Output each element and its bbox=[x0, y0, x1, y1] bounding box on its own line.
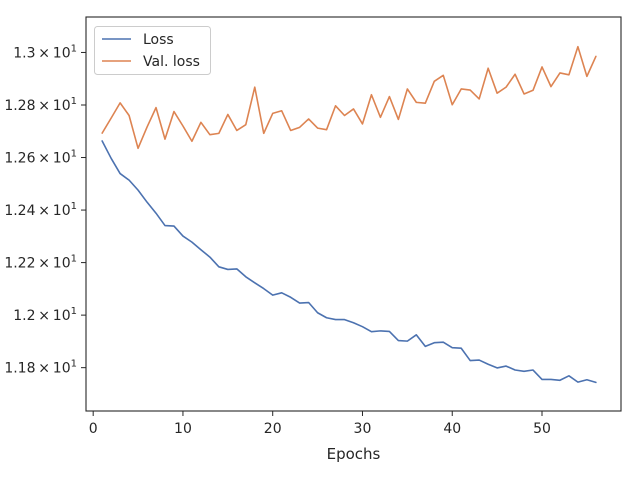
plot-area bbox=[86, 17, 621, 411]
x-tick-label: 50 bbox=[533, 421, 551, 437]
x-tick-label: 10 bbox=[174, 421, 192, 437]
y-tick-label: 1.18 × 101 bbox=[4, 359, 77, 377]
x-tick-label: 30 bbox=[354, 421, 372, 437]
y-tick-label: 1.24 × 101 bbox=[4, 201, 77, 219]
y-tick-label: 1.26 × 101 bbox=[4, 149, 77, 167]
series-line-val-loss bbox=[101, 45, 597, 150]
y-axis: 1.18 × 101 1.2 × 101 1.22 × 101 1.24 × 101 1… bbox=[4, 43, 86, 377]
legend: Loss Val. loss bbox=[94, 26, 211, 75]
legend-label-val-loss: Val. loss bbox=[143, 54, 200, 70]
y-tick-label: 1.3 × 101 bbox=[13, 43, 77, 61]
y-tick-label: 1.28 × 101 bbox=[4, 96, 77, 114]
y-tick-label: 1.2 × 101 bbox=[13, 306, 77, 324]
series-line-loss bbox=[101, 140, 597, 384]
x-axis-label: Epochs bbox=[327, 445, 381, 463]
x-tick-label: 0 bbox=[89, 421, 98, 437]
legend-label-loss: Loss bbox=[143, 32, 174, 48]
x-tick-label: 40 bbox=[443, 421, 461, 437]
y-tick-label: 1.22 × 101 bbox=[4, 254, 77, 272]
plot-frame bbox=[85, 16, 622, 412]
x-tick-label: 20 bbox=[264, 421, 282, 437]
series-layer bbox=[101, 45, 597, 384]
x-axis: 0 10 20 30 40 50 bbox=[89, 411, 551, 437]
